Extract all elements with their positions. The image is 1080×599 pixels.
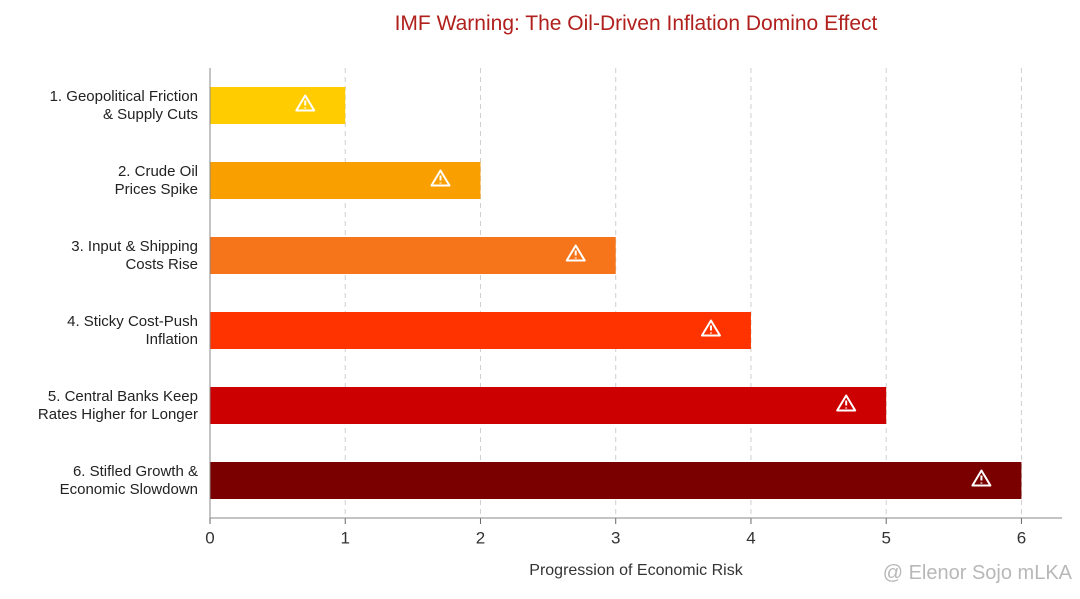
x-tick-label: 3: [611, 528, 620, 547]
watermark: @ Elenor Sojo mLKA: [882, 562, 1072, 584]
warning-icon: [295, 94, 316, 112]
icon-shape: [700, 319, 721, 337]
warning-icon: [430, 169, 451, 187]
bar: [210, 312, 751, 349]
icon-shape: [295, 94, 316, 112]
x-tick-label: 5: [881, 528, 890, 547]
icon-shape: [565, 244, 586, 262]
x-tick-label: 0: [205, 528, 214, 547]
bar: [210, 87, 346, 124]
warning-icon: [836, 394, 857, 412]
x-axis-label: Progression of Economic Risk: [529, 562, 743, 579]
bar: [210, 237, 616, 274]
bar: [210, 462, 1022, 499]
warning-icon: [565, 244, 586, 262]
x-tick-label: 4: [746, 528, 755, 547]
y-tick-label: 3. Input & Shipping Costs Rise: [71, 237, 198, 273]
y-tick-label: 6. Stifled Growth & Economic Slowdown: [59, 462, 198, 498]
icon-shape: [430, 169, 451, 187]
chart-title: IMF Warning: The Oil-Driven Inflation Do…: [394, 12, 878, 35]
y-tick-label: 5. Central Banks Keep Rates Higher for L…: [37, 387, 198, 423]
x-tick-label: 2: [476, 528, 485, 547]
warning-icon: [700, 319, 721, 337]
y-tick-label: 2. Crude Oil Prices Spike: [114, 162, 198, 198]
x-tick-label: 1: [341, 528, 350, 547]
bar: [210, 387, 887, 424]
icon-shape: [836, 394, 857, 412]
icon-shape: [971, 469, 992, 487]
y-tick-label: 1. Geopolitical Friction & Supply Cuts: [49, 87, 198, 123]
x-tick-label: 6: [1017, 528, 1026, 547]
warning-icon: [971, 469, 992, 487]
y-tick-label: 4. Sticky Cost-Push Inflation: [67, 312, 198, 348]
